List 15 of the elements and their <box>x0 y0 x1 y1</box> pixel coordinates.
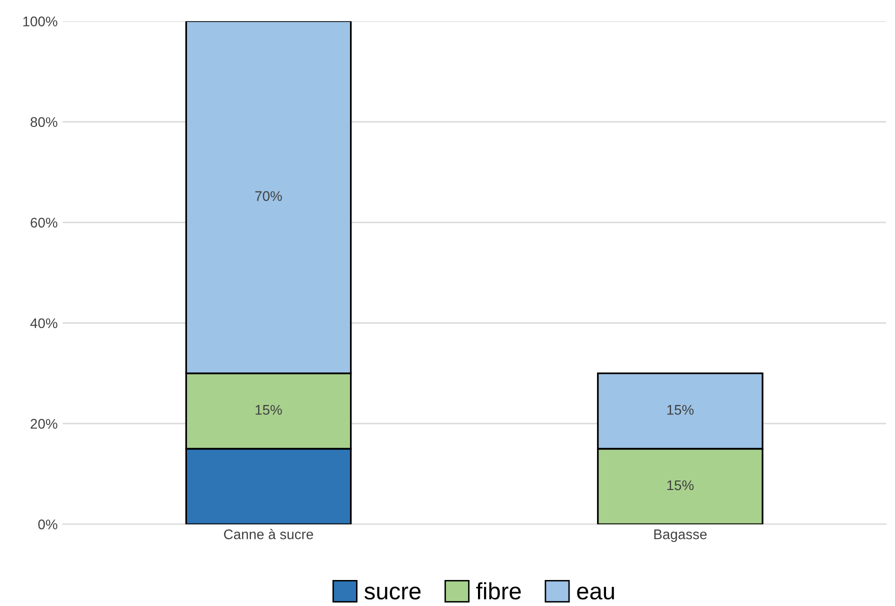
legend-label: fibre <box>476 582 521 600</box>
legend-label: sucre <box>364 586 421 600</box>
data-label: 15% <box>667 404 694 415</box>
x-tick-label: Bagasse <box>654 530 707 542</box>
y-tick-label: 40% <box>30 318 58 328</box>
data-label: 15% <box>667 480 694 490</box>
data-label: 15% <box>256 404 282 415</box>
y-tick-label: 0% <box>38 520 58 530</box>
legend-label: eau <box>577 586 614 600</box>
y-tick-label: 100% <box>23 16 58 26</box>
x-tick-label: Canne à sucre <box>224 528 314 540</box>
data-label: 70% <box>255 191 282 201</box>
y-tick-label: 80% <box>30 117 58 127</box>
y-tick-label: 60% <box>30 218 58 228</box>
y-tick-label: 20% <box>30 418 58 429</box>
